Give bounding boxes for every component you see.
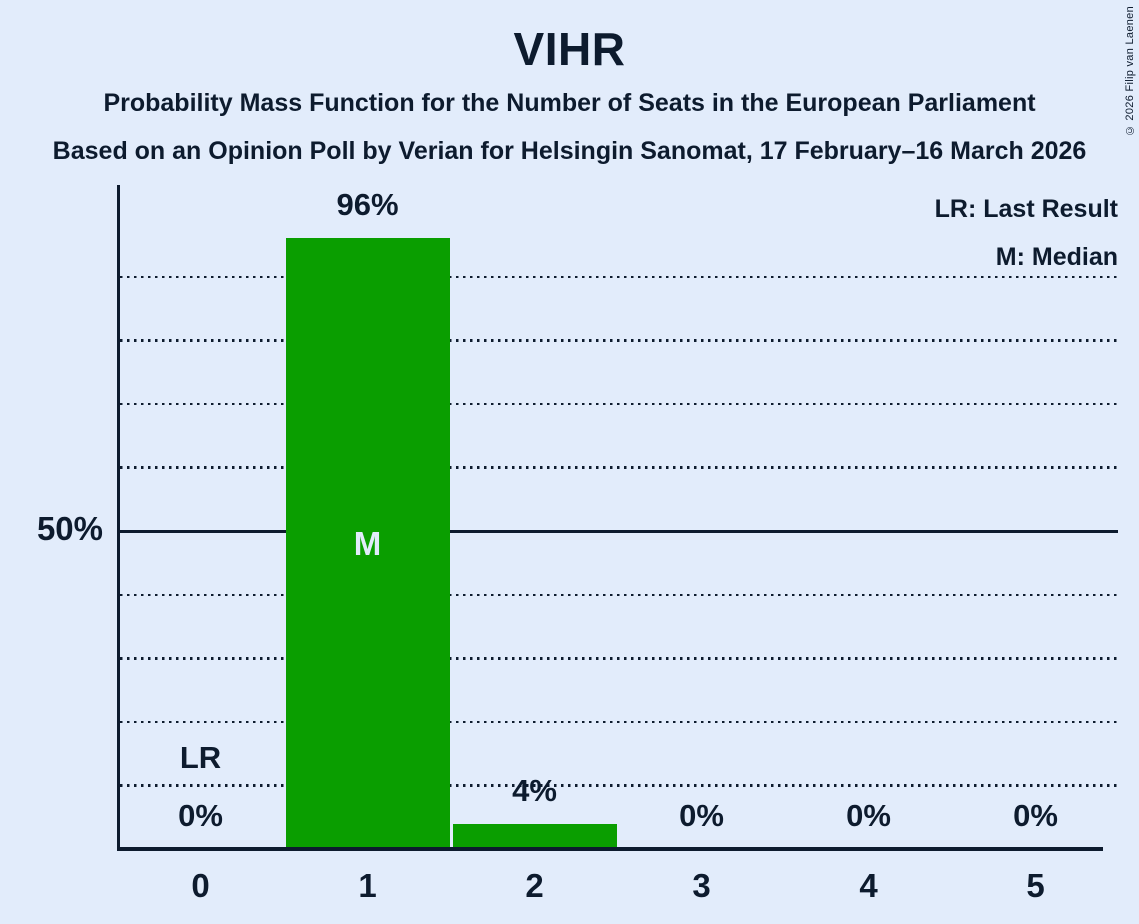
gridline-70pct: [120, 402, 1118, 406]
x-tick-label-2: 2: [525, 867, 544, 904]
bar-value-label: 0%: [846, 798, 891, 833]
bar-seats-2: [452, 823, 617, 849]
x-tick-label-4: 4: [859, 867, 878, 904]
gridline-80pct: [120, 339, 1118, 342]
bar-value-label: 96%: [336, 187, 399, 223]
gridline-60pct: [120, 466, 1118, 469]
chart-subtitle: Probability Mass Function for the Number…: [103, 89, 1036, 117]
copyright-notice: © 2026 Filip van Laenen: [1124, 6, 1136, 137]
gridline-50pct-solid: [120, 529, 1118, 533]
y-axis-line: [117, 185, 120, 851]
gridline-30pct: [120, 657, 1118, 660]
bar-value-label: 4%: [512, 772, 557, 808]
bar-value-label: 0%: [178, 798, 223, 833]
x-axis-line: [117, 847, 1103, 851]
bar-value-label: 0%: [679, 798, 724, 833]
bar-value-label: 0%: [1013, 798, 1058, 833]
bar-seats-1: [285, 238, 450, 849]
x-tick-label-0: 0: [191, 867, 210, 904]
chart-legend: LR: Last Result M: Median: [935, 185, 1118, 281]
legend-median: M: Median: [995, 243, 1118, 271]
chart-source-line: Based on an Opinion Poll by Verian for H…: [52, 137, 1087, 165]
x-tick-label-1: 1: [358, 867, 377, 904]
x-tick-label-3: 3: [692, 867, 711, 904]
gridline-90pct: [120, 275, 1118, 278]
x-tick-label-5: 5: [1026, 867, 1045, 904]
chart-title: VIHR: [513, 23, 626, 75]
plot-area: 0% LR 96% M 4% 0% 0% 0%: [117, 185, 1119, 851]
gridline-20pct: [120, 720, 1118, 724]
gridline-10pct: [120, 784, 1118, 787]
gridline-40pct: [120, 593, 1118, 596]
median-marker: M: [353, 524, 382, 562]
legend-last-result: LR: Last Result: [934, 195, 1118, 223]
last-result-marker: LR: [179, 740, 222, 775]
y-axis-tick-label: 50%: [36, 510, 103, 547]
